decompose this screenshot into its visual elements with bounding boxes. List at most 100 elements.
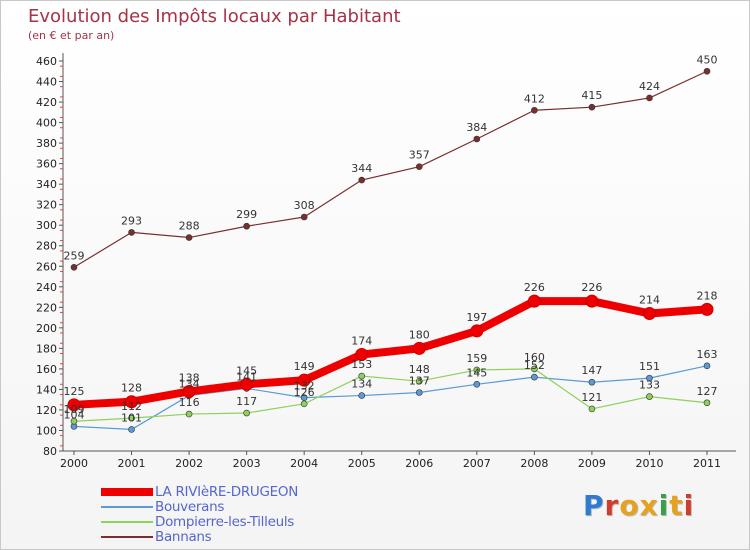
data-label: 226 <box>581 281 602 294</box>
data-label: 153 <box>351 358 372 371</box>
data-label: 149 <box>294 360 315 373</box>
data-label: 145 <box>236 364 257 377</box>
legend-item: Bouverans <box>101 499 421 515</box>
data-label: 180 <box>409 328 430 341</box>
data-point <box>585 294 599 308</box>
data-label: 109 <box>64 403 85 416</box>
data-point <box>300 400 308 408</box>
series-line <box>73 70 708 268</box>
data-label: 197 <box>466 311 487 324</box>
y-tick-label: 280 <box>36 240 57 253</box>
data-label: 226 <box>524 281 545 294</box>
x-tick-label: 2004 <box>290 457 318 470</box>
data-point <box>703 67 711 75</box>
data-point <box>646 374 653 382</box>
data-point <box>700 302 714 316</box>
data-label: 293 <box>121 214 142 227</box>
data-point <box>297 373 311 387</box>
data-label: 147 <box>581 364 602 377</box>
data-point <box>531 106 538 114</box>
x-tick-label: 2006 <box>405 457 433 470</box>
data-label: 141 <box>236 370 257 383</box>
series-line <box>70 297 711 409</box>
chart-title: Evolution des Impôts locaux par Habitant <box>28 6 401 27</box>
data-label: 259 <box>64 249 85 262</box>
logo-letter: r <box>604 489 620 522</box>
legend-swatch <box>101 521 153 523</box>
data-label: 415 <box>581 89 602 102</box>
data-label: 159 <box>466 352 487 365</box>
x-tick-label: 2002 <box>175 457 203 470</box>
data-label: 174 <box>351 335 372 348</box>
y-tick-label: 160 <box>36 363 57 376</box>
data-label: 357 <box>409 149 430 162</box>
data-label: 344 <box>351 162 372 175</box>
data-label: 160 <box>524 351 545 364</box>
data-point <box>128 414 135 422</box>
y-tick-label: 420 <box>36 96 57 109</box>
data-label: 384 <box>466 121 487 134</box>
legend-swatch <box>101 536 153 538</box>
x-tick-label: 2009 <box>578 457 606 470</box>
data-point <box>527 294 541 308</box>
data-label: 152 <box>524 359 545 372</box>
series-line <box>73 368 708 422</box>
data-point <box>588 378 596 386</box>
data-label: 126 <box>294 386 315 399</box>
logo-letter: o <box>619 489 640 522</box>
data-point <box>415 163 423 171</box>
y-tick-label: 340 <box>36 178 57 191</box>
logo-letter: t <box>669 489 684 522</box>
data-point <box>358 372 366 380</box>
y-tick-label: 460 <box>36 55 57 68</box>
data-label: 412 <box>524 92 545 105</box>
data-point <box>243 222 250 230</box>
x-tick-label: 2005 <box>348 457 376 470</box>
data-point <box>67 398 81 412</box>
logo-letter: x <box>639 489 659 522</box>
data-label: 214 <box>639 293 660 306</box>
data-label: 163 <box>697 348 718 361</box>
x-tick-label: 2008 <box>520 457 548 470</box>
proxiti-logo: Proxiti <box>583 489 694 522</box>
y-tick-label: 80 <box>43 445 57 458</box>
data-point <box>128 426 135 433</box>
data-label: 134 <box>179 378 200 391</box>
data-label: 424 <box>639 80 660 93</box>
data-label: 145 <box>466 366 487 379</box>
legend-item: Bannans <box>101 529 421 545</box>
x-tick-label: 2001 <box>118 457 146 470</box>
data-label: 134 <box>351 378 372 391</box>
data-point <box>355 348 369 362</box>
logo-letter: P <box>583 489 605 522</box>
data-label: 101 <box>121 411 142 424</box>
data-point <box>646 393 653 400</box>
data-point <box>358 176 366 184</box>
data-label: 288 <box>179 220 200 233</box>
data-label: 116 <box>179 396 200 409</box>
x-tick-label: 2007 <box>463 457 491 470</box>
data-label: 125 <box>64 385 85 398</box>
data-point <box>240 377 254 391</box>
data-point <box>185 234 193 241</box>
data-label: 450 <box>697 53 718 66</box>
legend-label: LA RIVIèRE-DRUGEON <box>155 484 298 500</box>
data-point <box>473 380 481 388</box>
data-point <box>412 341 426 355</box>
data-label: 151 <box>639 360 660 373</box>
data-point <box>703 362 711 370</box>
chart-legend: LA RIVIèRE-DRUGEON Bouverans Dompierre-les… <box>101 484 421 545</box>
logo-letter: i <box>658 489 670 522</box>
legend-label: Bouverans <box>155 499 225 515</box>
data-label: 127 <box>697 385 718 398</box>
data-point <box>646 94 653 102</box>
data-label: 121 <box>581 391 602 404</box>
data-label: 133 <box>639 379 660 392</box>
y-tick-label: 300 <box>36 219 57 232</box>
y-tick-label: 120 <box>36 404 57 417</box>
x-tick-label: 2000 <box>60 457 88 470</box>
x-tick-label: 2011 <box>693 457 721 470</box>
chart-subtitle: (en € et par an) <box>28 29 115 42</box>
data-point <box>588 103 596 111</box>
data-label: 218 <box>697 289 718 302</box>
